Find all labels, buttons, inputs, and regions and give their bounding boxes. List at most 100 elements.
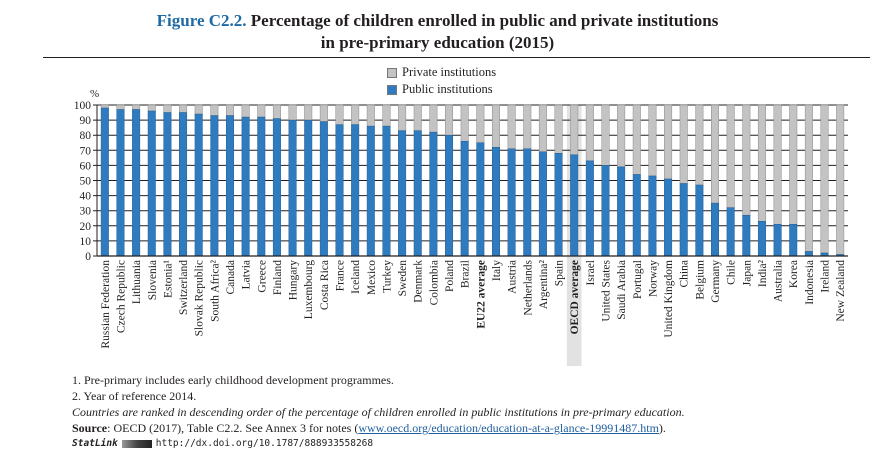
figure-title-line2: in pre-primary education (2015) bbox=[320, 33, 555, 52]
bar-public bbox=[366, 125, 375, 257]
title-rule bbox=[43, 57, 870, 58]
note-1: 1. Pre-primary includes early childhood … bbox=[72, 373, 394, 387]
bar-private bbox=[382, 104, 391, 127]
x-tick-label: Ireland bbox=[820, 260, 832, 293]
y-tick-label: 60 bbox=[80, 160, 92, 172]
bar-chart: 0 10 20 30 40 50 60 70 80 90 100 Russian Federation… bbox=[74, 100, 848, 366]
statlink: StatLink http://dx.doi.org/10.1787/88893… bbox=[72, 436, 685, 452]
bar-public bbox=[179, 112, 188, 257]
x-tick-label: India² bbox=[757, 259, 769, 287]
bar-private bbox=[132, 104, 141, 110]
bar-public bbox=[241, 116, 250, 257]
bar-public bbox=[601, 165, 610, 257]
source-link[interactable]: www.oecd.org/education/education-at-a-gl… bbox=[358, 421, 659, 435]
bar-public bbox=[789, 224, 798, 257]
x-tick-label: Chile bbox=[726, 260, 738, 285]
bar-private bbox=[648, 104, 657, 177]
x-tick-label: Portugal bbox=[632, 260, 644, 299]
bar-private bbox=[319, 104, 328, 122]
x-tick-label: Lithuania bbox=[131, 260, 143, 304]
statlink-url[interactable]: http://dx.doi.org/10.1787/888933558268 bbox=[155, 438, 374, 449]
x-tick-label: Slovenia bbox=[147, 260, 159, 300]
bar-public bbox=[804, 251, 813, 257]
x-tick-label: Turkey bbox=[381, 260, 393, 293]
y-tick-label: 30 bbox=[80, 206, 92, 218]
x-tick-label: Australia bbox=[773, 260, 785, 302]
x-tick-label: Colombia bbox=[428, 260, 440, 305]
bar-private bbox=[194, 104, 203, 115]
bar-public bbox=[445, 134, 454, 257]
bar-public bbox=[429, 131, 438, 257]
y-tick-label: 90 bbox=[80, 115, 92, 127]
x-tick-label: Russian Federation bbox=[100, 260, 112, 349]
x-tick-label: Canada bbox=[225, 260, 237, 294]
bar-private bbox=[820, 104, 829, 254]
x-tick-label: China bbox=[679, 260, 691, 287]
x-tick-label: United States bbox=[600, 259, 612, 321]
bar-public bbox=[585, 160, 594, 257]
bar-public bbox=[413, 130, 422, 257]
x-tick-label: Argentina² bbox=[538, 259, 550, 309]
x-tick-label: New Zealand bbox=[835, 260, 847, 322]
bar-public bbox=[570, 154, 579, 257]
bar-public bbox=[225, 115, 234, 257]
bar-private bbox=[100, 104, 109, 109]
bar-public bbox=[491, 147, 500, 257]
bar-public bbox=[742, 214, 751, 257]
bar-public bbox=[757, 221, 766, 257]
bar-private bbox=[601, 104, 610, 166]
x-tick-label: Spain bbox=[554, 260, 566, 286]
legend-label-public: Public institutions bbox=[402, 82, 493, 96]
legend-item-private: Private institutions bbox=[387, 64, 496, 81]
bar-private bbox=[585, 104, 594, 162]
x-tick-label: Japan bbox=[741, 260, 753, 286]
bar-public bbox=[100, 107, 109, 257]
bar-private bbox=[210, 104, 219, 116]
bar-public bbox=[507, 148, 516, 257]
bar-public bbox=[554, 153, 563, 257]
y-tick-label: 20 bbox=[80, 221, 92, 233]
bar-public bbox=[194, 113, 203, 257]
bar-private bbox=[476, 104, 485, 143]
y-tick-label: 100 bbox=[74, 100, 92, 112]
x-tick-label: Korea bbox=[788, 260, 800, 288]
x-tick-label: Indonesia bbox=[804, 260, 816, 305]
x-tick-label: Latvia bbox=[241, 260, 253, 289]
bar-public bbox=[304, 119, 313, 257]
y-tick-label: 10 bbox=[80, 236, 92, 248]
bar-public bbox=[632, 174, 641, 257]
x-tick-label: Poland bbox=[444, 260, 456, 292]
legend-swatch-private bbox=[387, 67, 397, 78]
ranking-note: Countries are ranked in descending order… bbox=[72, 405, 685, 419]
bar-private bbox=[398, 104, 407, 131]
x-tick-label: Norway bbox=[647, 260, 659, 297]
bar-private bbox=[413, 104, 422, 131]
x-tick-label: United Kingdom bbox=[663, 260, 675, 338]
bar-private bbox=[304, 104, 313, 121]
x-tick-label: Estonia¹ bbox=[162, 259, 174, 297]
x-tick-label: Brazil bbox=[460, 260, 472, 288]
bar-private bbox=[554, 104, 563, 154]
y-tick-label: 0 bbox=[85, 251, 91, 263]
x-tick-label: OECD average bbox=[569, 260, 581, 334]
bar-private bbox=[523, 104, 532, 150]
bar-private bbox=[225, 104, 234, 116]
bar-public bbox=[460, 140, 469, 257]
bar-public bbox=[335, 124, 344, 257]
bar-private bbox=[695, 104, 704, 186]
y-tick-label: 70 bbox=[80, 145, 92, 157]
bar-private bbox=[664, 104, 673, 180]
footnotes: 1. Pre-primary includes early childhood … bbox=[72, 372, 685, 452]
figure-title: Figure C2.2. Percentage of children enro… bbox=[0, 10, 875, 54]
bar-public bbox=[319, 121, 328, 257]
source-text: : OECD (2017), Table C2.2. See Annex 3 f… bbox=[107, 421, 359, 435]
bar-public bbox=[476, 142, 485, 257]
bar-private bbox=[366, 104, 375, 127]
x-tick-label: Saudi Arabia bbox=[616, 260, 628, 320]
bar-public bbox=[664, 178, 673, 257]
legend-item-public: Public institutions bbox=[387, 81, 496, 98]
bar-private bbox=[335, 104, 344, 125]
bar-private bbox=[351, 104, 360, 125]
x-tick-label: Luxembourg bbox=[303, 260, 315, 319]
bar-public bbox=[726, 207, 735, 257]
